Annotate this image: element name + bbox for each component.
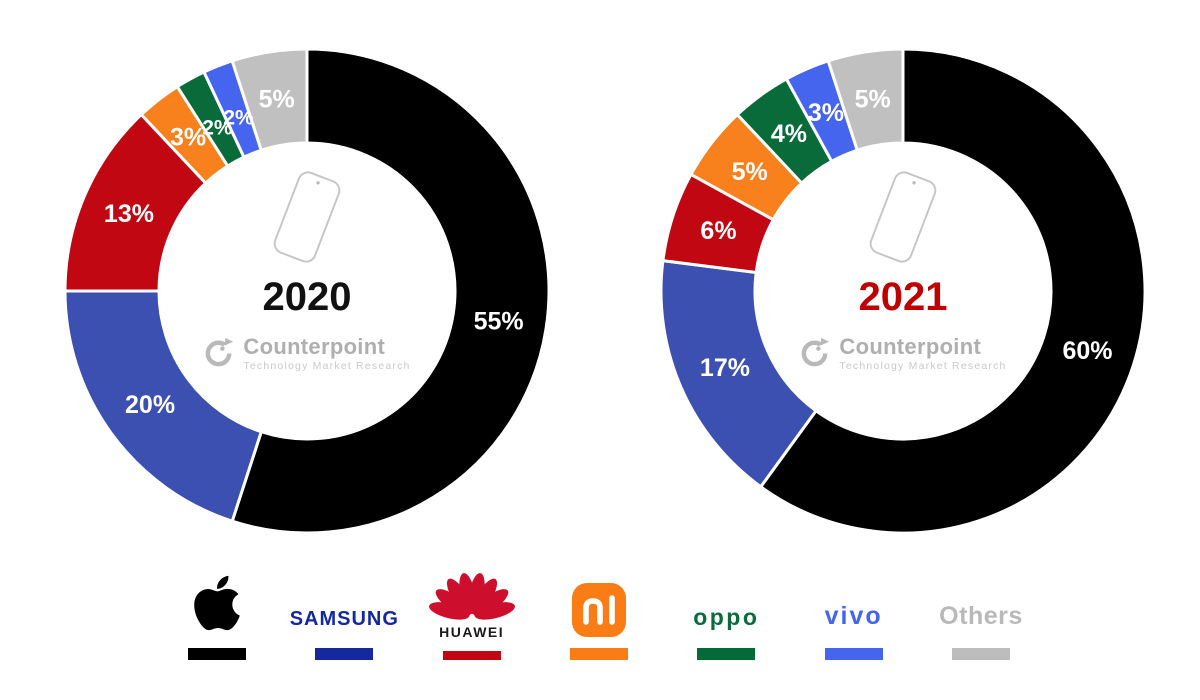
- huawei-logo-icon: HUAWEI: [420, 566, 524, 642]
- legend-item-others: Others: [922, 566, 1040, 660]
- donut-chart-2021: 60%17%6%5%4%3% 5%: [659, 47, 1147, 535]
- slice-label-oppo: 4%: [771, 120, 807, 148]
- oppo-logo-wordmark: oppo: [693, 604, 760, 630]
- donut-slice-apple: [230, 47, 551, 535]
- legend-color-bar-oppo: [697, 648, 756, 660]
- donut-slice-others: [826, 47, 905, 153]
- slice-label-vivo: 2%: [223, 107, 254, 130]
- donut-slice-others: [230, 47, 309, 153]
- donut-slice-samsung: [63, 289, 264, 524]
- slice-label-samsung: 17%: [700, 354, 750, 382]
- legend-item-apple: [158, 566, 276, 660]
- others-label: Others: [939, 602, 1023, 630]
- slice-label-apple: 55%: [474, 307, 524, 335]
- legend-color-bar-samsung: [315, 648, 374, 660]
- legend-color-bar-xiaomi: [569, 648, 628, 660]
- xiaomi-mi-logo-icon: [571, 583, 626, 637]
- legend-item-oppo: oppo: [667, 566, 785, 660]
- legend-color-bar-others: [951, 648, 1010, 660]
- legend-color-bar-vivo: [824, 648, 883, 660]
- slice-label-apple: 60%: [1062, 337, 1112, 365]
- slice-label-vivo: 3%: [808, 99, 844, 127]
- brand-legend: SAMSUNG HUAWEI: [158, 566, 1040, 660]
- vivo-logo-wordmark: vivo: [824, 602, 883, 630]
- legend-color-bar-huawei: [442, 651, 501, 660]
- slice-label-xiaomi: 3%: [170, 124, 206, 152]
- donut-chart-2020: 55%20%13%3%2%2%5%: [63, 47, 551, 535]
- slice-label-oppo: 2%: [202, 117, 233, 140]
- slice-label-others: 5%: [259, 85, 295, 113]
- legend-item-xiaomi: [540, 566, 658, 660]
- slice-label-huawei: 6%: [700, 217, 736, 245]
- slice-label-xiaomi: 5%: [732, 158, 768, 186]
- samsung-logo-wordmark: SAMSUNG: [289, 608, 399, 630]
- legend-color-bar-apple: [188, 648, 246, 660]
- slice-label-samsung: 20%: [125, 391, 175, 419]
- donut-slice-apple: [758, 47, 1147, 535]
- apple-logo-icon: [193, 572, 241, 639]
- slice-label-huawei: 13%: [104, 200, 154, 228]
- legend-item-vivo: vivo: [795, 566, 913, 660]
- slice-label-others: 5%: [855, 85, 891, 113]
- legend-item-samsung: SAMSUNG: [285, 566, 403, 660]
- legend-item-huawei: HUAWEI: [413, 566, 531, 660]
- huawei-logo-wordmark: HUAWEI: [439, 624, 505, 640]
